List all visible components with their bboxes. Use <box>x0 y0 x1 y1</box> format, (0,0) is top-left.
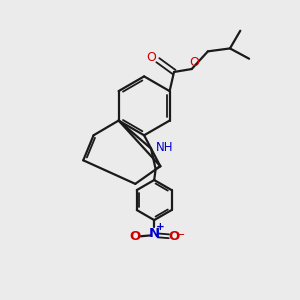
Text: O: O <box>190 56 200 69</box>
Text: N: N <box>148 227 160 240</box>
Text: −: − <box>176 230 185 240</box>
Text: O: O <box>146 51 156 64</box>
Text: NH: NH <box>155 141 173 154</box>
Text: +: + <box>156 222 165 233</box>
Text: O: O <box>168 230 179 243</box>
Text: O: O <box>129 230 140 243</box>
